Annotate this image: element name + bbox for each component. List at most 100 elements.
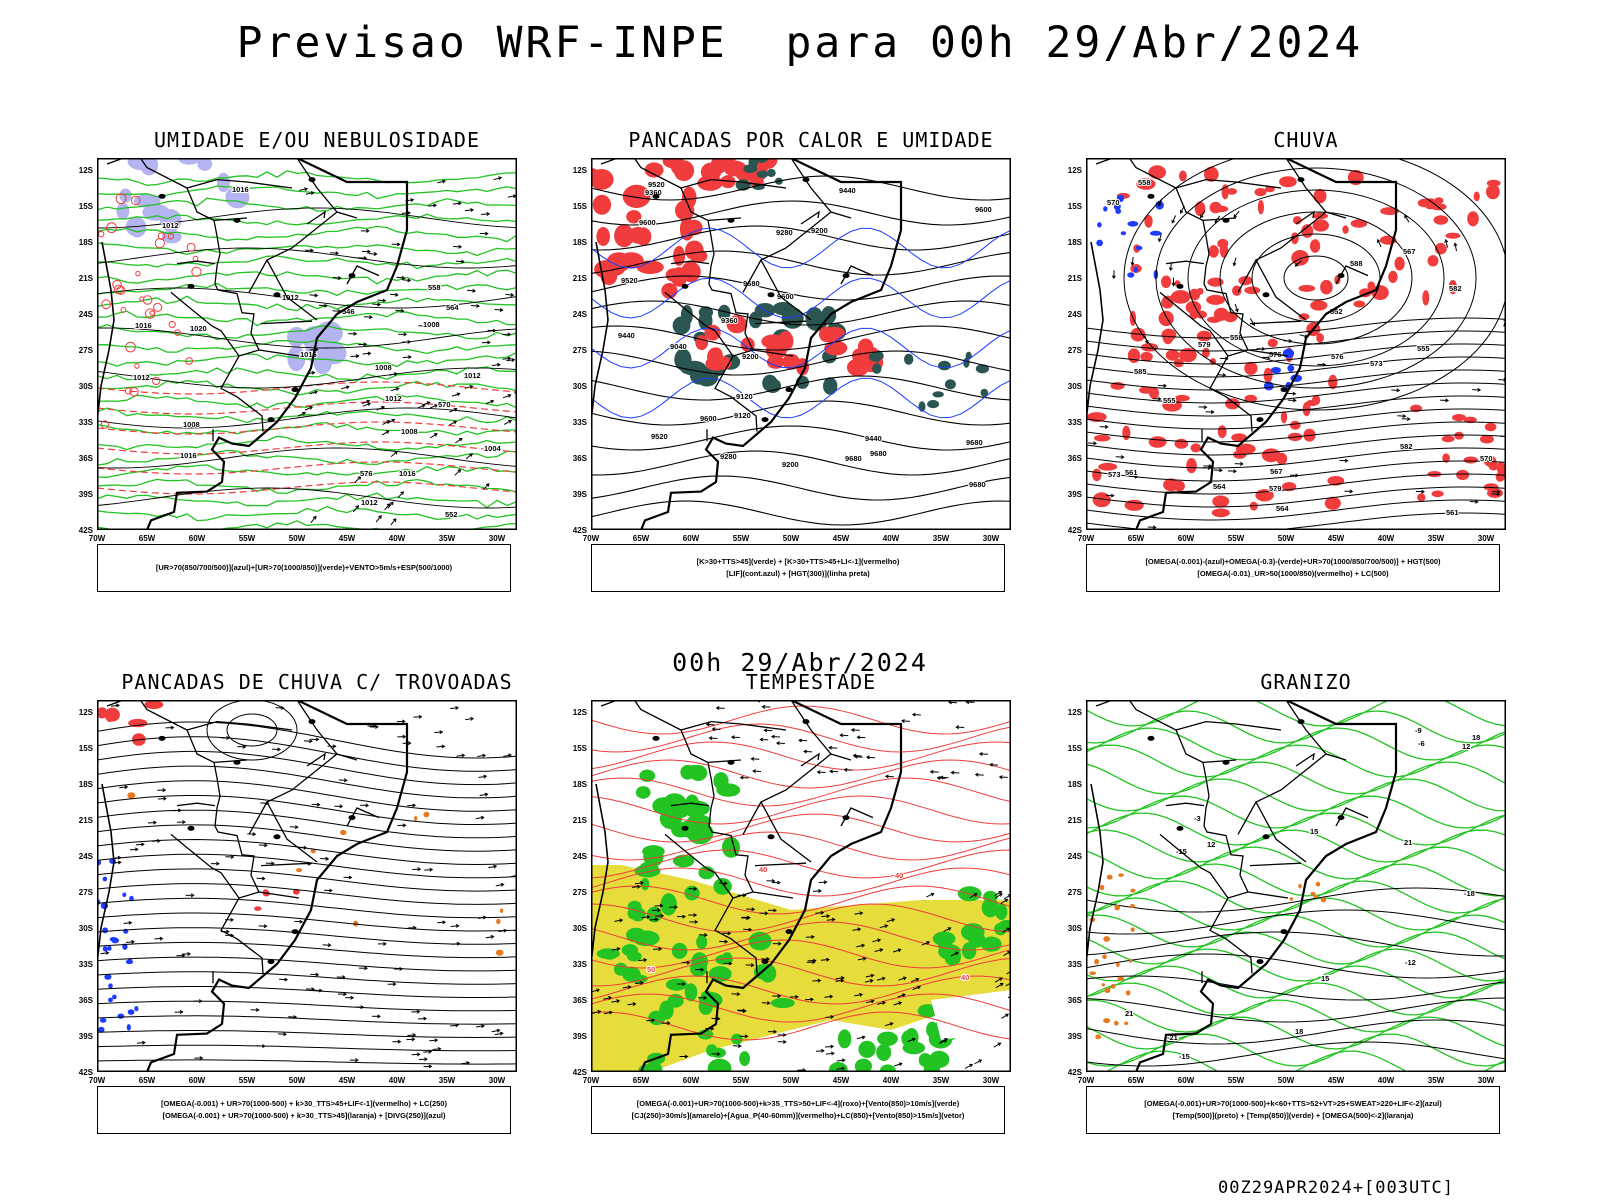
contour-label: 9040 <box>670 342 687 351</box>
lon-tick-label: 35W <box>1427 534 1445 543</box>
contour-label: 582 <box>1400 442 1413 451</box>
lat-tick-label: 18S <box>1067 238 1082 247</box>
lon-tick-label: 30W <box>1477 534 1495 543</box>
contour-label: 579 <box>1269 484 1282 493</box>
panel-title: UMIDADE E/OU NEBULOSIDADE <box>153 128 481 152</box>
lat-tick-label: 33S <box>78 960 93 969</box>
lat-tick-label: 39S <box>572 1032 587 1041</box>
contour-label: 582 <box>1449 284 1462 293</box>
footer-timestamp: 00Z29APR2024+[003UTC] <box>1218 1178 1454 1198</box>
legend-line: [K>30+TTS>45](verde) + [K>30+TTS>45+LI<-… <box>696 557 900 566</box>
contour-label: 9600 <box>975 205 992 214</box>
contour-label: 15 <box>1310 827 1318 836</box>
lon-tick-label: 55W <box>238 1076 256 1085</box>
lat-tick-label: 36S <box>78 996 93 1005</box>
lon-tick-label: 30W <box>982 1076 1000 1085</box>
lat-tick-label: 30S <box>78 382 93 391</box>
panel-trovoadas: PANCADAS DE CHUVA C/ TROVOADAS 12S 15S 18S… <box>67 670 567 1152</box>
contour-label: 573 <box>1370 359 1383 368</box>
legend-line: [LIF](cont.azul) + [HGT(300)](linha pret… <box>726 569 870 578</box>
contour-label: 9520 <box>621 276 638 285</box>
lat-tick-label: 12S <box>572 708 587 717</box>
contour-label: 1016 <box>300 350 317 359</box>
contour-label: 9440 <box>839 186 856 195</box>
lon-tick-label: 55W <box>1227 534 1245 543</box>
lon-tick-label: 50W <box>782 534 800 543</box>
contour-label: 18 <box>1295 1027 1303 1036</box>
lat-tick-label: 33S <box>78 418 93 427</box>
lat-tick-label: 36S <box>78 454 93 463</box>
forecast-map: 40 40 50 40 12S 15S 18S 21S 24S 27S 30S 33S 36S 39S 4… <box>573 700 1011 1085</box>
lon-tick-label: 50W <box>1277 534 1295 543</box>
lon-tick-label: 60W <box>188 534 206 543</box>
panel-title: CHUVA <box>1273 128 1339 152</box>
lat-tick-label: 39S <box>78 490 93 499</box>
contour-label: -6 <box>1418 739 1425 748</box>
panel-legend: [OMEGA(-0.001)-(azul)+OMEGA(-0.3)-(verde… <box>1086 544 1500 592</box>
lon-tick-label: 45W <box>338 534 356 543</box>
lat-tick-label: 42S <box>572 526 587 535</box>
contour-label: 9200 <box>742 352 759 361</box>
contour-label: 40 <box>895 871 903 880</box>
legend-line: [CJ(250)>30m/s](amarelo)+[Agua_P(40-60mm… <box>631 1111 965 1120</box>
contour-label: 1016 <box>399 469 416 478</box>
lon-tick-label: 30W <box>488 1076 506 1085</box>
contour-label: 15 <box>1321 974 1329 983</box>
lat-tick-label: 18S <box>572 238 587 247</box>
lat-tick-label: 15S <box>1067 202 1082 211</box>
legend-line: [OMEGA(-0.001)+UR>70(1000-500)+k>35_TTS>… <box>636 1099 960 1108</box>
panel-legend: [K>30+TTS>45](verde) + [K>30+TTS>45+LI<-… <box>591 544 1005 592</box>
lat-tick-label: 30S <box>572 924 587 933</box>
forecast-map: 12S 15S 18S 21S 24S 27S 30S 33S 36S 39S 42S 70W 65W 6… <box>79 700 517 1085</box>
lat-tick-label: 39S <box>572 490 587 499</box>
contour-label: 12 <box>1462 742 1470 751</box>
lon-tick-label: 65W <box>138 534 156 543</box>
lat-tick-label: 27S <box>572 888 587 897</box>
lat-tick-label: 15S <box>78 744 93 753</box>
panel-title: PANCADAS DE CHUVA C/ TROVOADAS <box>121 670 513 694</box>
contour-label: 570 <box>438 400 451 409</box>
panel-legend: [UR>70(850/700/500)](azul)+[UR>70(1000/8… <box>97 544 511 592</box>
panel-tempestade: TEMPESTADE 40 40 50 40 12S 15S 18S 21S 24S 27S 30… <box>561 670 1061 1152</box>
lat-tick-label: 27S <box>1067 346 1082 355</box>
contour-label: 564 <box>446 303 459 312</box>
lat-tick-label: 39S <box>78 1032 93 1041</box>
contour-label: 9680 <box>845 454 862 463</box>
lon-tick-label: 40W <box>388 534 406 543</box>
contour-label: 9360 <box>645 188 662 197</box>
contour-label: 9120 <box>736 392 753 401</box>
lat-tick-label: 30S <box>1067 382 1082 391</box>
forecast-map: 9680 9600 9680 9680 9680 9600 9440 9520 9600 9520… <box>573 158 1011 543</box>
lat-tick-label: 39S <box>1067 1032 1082 1041</box>
contour-label: 18 <box>1472 733 1480 742</box>
contour-label: 40 <box>961 973 969 982</box>
lon-tick-label: 50W <box>288 1076 306 1085</box>
contour-label: 1012 <box>464 371 481 380</box>
panel-title: GRANIZO <box>1260 670 1352 694</box>
legend-line: [OMEGA(-0.001)+UR>70(1000-500)+k<60+TTS>… <box>1144 1099 1442 1108</box>
lon-tick-label: 55W <box>1227 1076 1245 1085</box>
forecast-map: 12 15 18 21 -3 -6 -9 -12 -15 -18 -21 -15 12 15 18 21 12… <box>1068 700 1506 1085</box>
lat-tick-label: 18S <box>78 780 93 789</box>
contour-label: 1020 <box>190 324 207 333</box>
lat-tick-label: 36S <box>1067 454 1082 463</box>
lon-tick-label: 35W <box>932 1076 950 1085</box>
contour-label: 9680 <box>966 438 983 447</box>
lon-tick-label: 50W <box>782 1076 800 1085</box>
main-title: Previsao WRF-INPE para 00h 29/Abr/2024 <box>236 18 1364 68</box>
panel-legend: [OMEGA(-0.001) + UR>70(1000-500) + k>30_… <box>97 1086 511 1134</box>
lon-tick-label: 60W <box>1177 1076 1195 1085</box>
lon-tick-label: 35W <box>1427 1076 1445 1085</box>
contour-label: 564 <box>1213 482 1226 491</box>
lat-tick-label: 24S <box>1067 852 1082 861</box>
contour-label: 50 <box>647 965 655 974</box>
lat-tick-label: 42S <box>572 1068 587 1077</box>
lon-tick-label: 70W <box>582 1076 600 1085</box>
lat-tick-label: 18S <box>572 780 587 789</box>
lat-tick-label: 21S <box>78 274 93 283</box>
lat-tick-label: 24S <box>572 310 587 319</box>
lat-tick-label: 21S <box>78 816 93 825</box>
lon-tick-label: 45W <box>1327 1076 1345 1085</box>
lon-tick-label: 65W <box>632 1076 650 1085</box>
contour-label: -9 <box>1415 726 1422 735</box>
